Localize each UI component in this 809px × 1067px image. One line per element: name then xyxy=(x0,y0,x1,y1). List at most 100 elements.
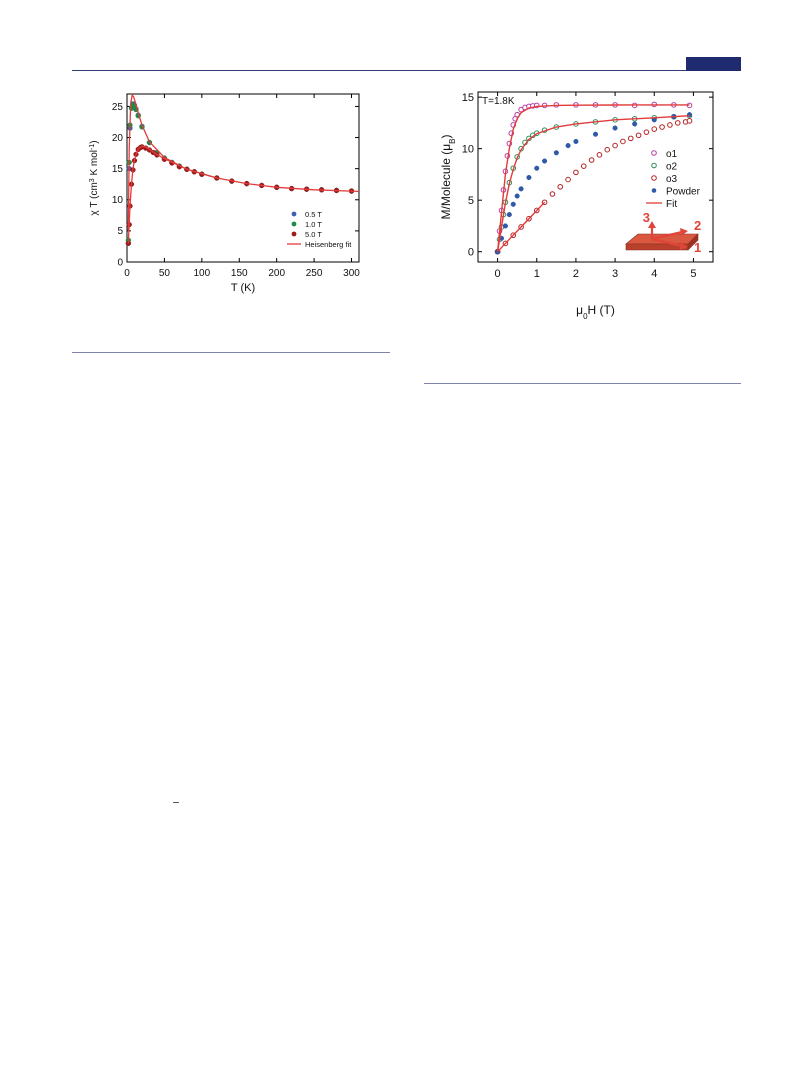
data-point xyxy=(632,121,638,127)
data-point xyxy=(643,129,650,135)
data-point xyxy=(553,150,559,156)
legend-marker xyxy=(651,162,657,169)
y-tick-label: 5 xyxy=(468,195,474,207)
inset-axis-label: 1 xyxy=(694,240,701,255)
data-point xyxy=(502,223,508,229)
data-point xyxy=(667,122,673,128)
fit-line xyxy=(127,93,360,231)
legend-marker xyxy=(651,150,657,156)
y-axis-label: χ T (cm3 K mol-1) xyxy=(89,140,101,215)
x-tick-label: 0 xyxy=(495,268,501,280)
data-point xyxy=(686,118,693,124)
y-tick-label: 20 xyxy=(112,133,124,144)
data-point xyxy=(592,131,599,137)
axis-arrowhead-1 xyxy=(680,242,688,250)
x-tick-label: 4 xyxy=(651,268,657,280)
data-point xyxy=(612,125,618,131)
x-axis-label: T (K) xyxy=(231,282,255,294)
data-point xyxy=(565,176,571,183)
y-tick-label: 10 xyxy=(112,195,124,206)
y-axis-label: M/Molecule (μB) xyxy=(439,135,457,220)
data-point xyxy=(565,143,571,149)
legend-label: o1 xyxy=(666,149,678,160)
data-point xyxy=(542,158,548,164)
data-point xyxy=(506,212,512,218)
x-tick-label: 5 xyxy=(690,268,696,280)
x-tick-label: 1 xyxy=(534,268,540,280)
data-point xyxy=(612,142,618,149)
data-point xyxy=(573,169,579,176)
y-tick-label: 5 xyxy=(117,226,123,237)
text-mark xyxy=(173,802,179,803)
data-point xyxy=(620,138,626,145)
data-point xyxy=(674,120,681,126)
legend-marker xyxy=(651,175,657,181)
x-tick-label: 200 xyxy=(268,268,285,279)
y-tick-label: 10 xyxy=(462,143,474,155)
plot-frame xyxy=(126,93,360,263)
x-tick-label: 0 xyxy=(124,268,130,279)
data-point xyxy=(573,138,579,145)
header-rule xyxy=(72,70,741,71)
inset-axis-label: 2 xyxy=(694,218,701,233)
legend-label: 5.0 T xyxy=(305,230,322,239)
data-point xyxy=(534,165,540,171)
legend-marker xyxy=(291,231,297,237)
legend-label: Heisenberg fit xyxy=(305,240,352,249)
legend-label: 0.5 T xyxy=(305,210,322,219)
x-axis-label: μ0H (T) xyxy=(576,303,615,321)
caption-rule-right xyxy=(424,383,741,384)
fit-line xyxy=(496,104,690,252)
y-tick-label: 0 xyxy=(117,257,123,268)
chi-t-chart: 0 50 100 150 200 250 300 0 5 10 15 20 25 χ T (cm3 K m… xyxy=(89,93,360,294)
fit-line xyxy=(497,201,546,253)
data-point xyxy=(627,135,634,142)
plot-frame xyxy=(477,91,714,263)
x-tick-label: 250 xyxy=(306,268,323,279)
x-tick-label: 2 xyxy=(573,268,579,280)
data-point xyxy=(510,201,516,207)
data-point xyxy=(557,183,564,190)
legend-marker xyxy=(651,188,657,193)
legend-label: Fit xyxy=(666,199,677,210)
legend-label: 1.0 T xyxy=(305,220,322,229)
axis-arrow-1 xyxy=(651,237,683,248)
y-tick-label: 0 xyxy=(468,246,474,258)
legend-marker xyxy=(291,221,297,227)
magnetization-chart: 0 1 2 3 4 5 0 5 10 15 M/Molecule (μB) μ0H (T) T=1.8K… xyxy=(439,91,714,321)
fit-line xyxy=(127,145,217,244)
data-point xyxy=(514,193,520,199)
data-point xyxy=(549,191,556,197)
temperature-annotation: T=1.8K xyxy=(482,96,515,107)
data-point xyxy=(580,163,587,169)
crystal-top-face xyxy=(625,233,699,245)
legend-marker xyxy=(291,211,297,217)
data-point xyxy=(596,152,603,158)
header-tab xyxy=(686,57,741,71)
x-tick-label: 50 xyxy=(159,268,171,279)
x-tick-label: 300 xyxy=(343,268,360,279)
axis-arrow-2 xyxy=(651,230,683,241)
crystal-side-face xyxy=(687,233,699,251)
y-tick-label: 15 xyxy=(462,92,474,104)
data-point xyxy=(604,146,611,153)
y-tick-label: 15 xyxy=(112,164,124,175)
data-point xyxy=(635,132,642,139)
data-point xyxy=(518,186,524,192)
inset-axis-label: 3 xyxy=(643,210,650,225)
x-tick-label: 100 xyxy=(193,268,210,279)
crystal-inset xyxy=(625,221,699,251)
y-tick-label: 25 xyxy=(112,102,124,113)
x-tick-label: 3 xyxy=(612,268,618,280)
data-point xyxy=(651,126,658,132)
legend-label: o2 xyxy=(666,162,678,173)
axis-arrowhead-3 xyxy=(648,221,656,228)
fit-line xyxy=(496,115,690,252)
data-point xyxy=(659,124,665,130)
x-tick-label: 150 xyxy=(231,268,248,279)
data-point xyxy=(588,157,595,163)
axis-arrowhead-2 xyxy=(680,228,688,236)
caption-rule-left xyxy=(72,352,390,353)
legend-label: Powder xyxy=(666,187,701,198)
data-point xyxy=(526,174,532,181)
